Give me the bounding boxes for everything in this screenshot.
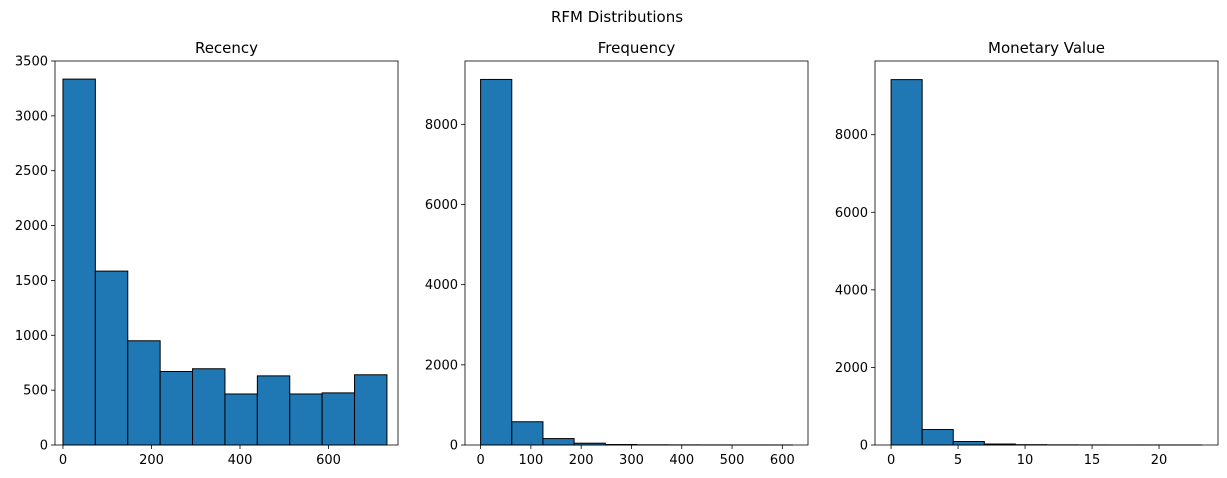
monetary-value-x-tick-label: 0 bbox=[887, 453, 895, 468]
frequency-bar bbox=[480, 78, 513, 446]
frequency-axes-frame bbox=[464, 60, 809, 446]
recency-y-tick-label: 3000 bbox=[15, 109, 48, 124]
recency-x-tick-label: 200 bbox=[139, 453, 164, 468]
frequency-y-tick-label: 8000 bbox=[425, 118, 458, 133]
monetary-value-axes-frame bbox=[874, 60, 1219, 446]
frequency-y-tick-label: 6000 bbox=[425, 198, 458, 213]
frequency-x-tick-label: 300 bbox=[619, 453, 644, 468]
monetary-value-x-tick-label: 10 bbox=[1017, 453, 1034, 468]
recency-y-tick-label: 1000 bbox=[15, 329, 48, 344]
recency-y-tick-label: 1500 bbox=[15, 274, 48, 289]
recency-bar bbox=[94, 270, 129, 446]
recency-bar bbox=[192, 368, 226, 446]
frequency-y-tick-label: 2000 bbox=[425, 358, 458, 373]
monetary-value-bar bbox=[890, 79, 923, 446]
frequency-x-tick-label: 400 bbox=[669, 453, 694, 468]
monetary-value-bar bbox=[952, 441, 985, 446]
monetary-value-y-tick-label: 8000 bbox=[835, 128, 868, 143]
recency-y-tick-label: 2500 bbox=[15, 164, 48, 179]
recency-bar bbox=[224, 393, 258, 446]
monetary-value-y-tick-label: 2000 bbox=[835, 361, 868, 376]
recency-bar bbox=[159, 370, 194, 446]
recency-x-tick-label: 600 bbox=[316, 453, 341, 468]
recency-panel: Recency 0 200 400 600 0 500 1000 1500 2000 2500 300… bbox=[15, 39, 399, 468]
recency-bar bbox=[354, 374, 388, 446]
frequency-x-tick-label: 600 bbox=[770, 453, 795, 468]
frequency-x-tick-label: 200 bbox=[569, 453, 594, 468]
figure-title: RFM Distributions bbox=[551, 8, 683, 26]
frequency-x-tick-label: 0 bbox=[476, 453, 484, 468]
frequency-x-tick-label: 100 bbox=[518, 453, 543, 468]
recency-y-tick-label: 0 bbox=[40, 439, 48, 454]
monetary-value-y-tick-label: 4000 bbox=[835, 283, 868, 298]
monetary-value-x-tick-label: 15 bbox=[1084, 453, 1101, 468]
recency-bar bbox=[127, 340, 161, 446]
monetary-value-bar bbox=[921, 428, 954, 446]
frequency-x-tick-label: 500 bbox=[720, 453, 745, 468]
monetary-value-y-tick-label: 0 bbox=[860, 439, 868, 454]
recency-x-tick-label: 400 bbox=[228, 453, 253, 468]
recency-x-tick-label: 0 bbox=[59, 453, 67, 468]
monetary-value-panel: Monetary Value 0 5 10 15 20 0 2000 4000 6000 8000 bbox=[835, 39, 1219, 468]
monetary-value-y-tick-label: 6000 bbox=[835, 206, 868, 221]
recency-y-tick-label: 2000 bbox=[15, 219, 48, 234]
monetary-value-axes-title: Monetary Value bbox=[988, 39, 1105, 57]
recency-axes-title: Recency bbox=[195, 39, 258, 57]
frequency-y-tick-label: 4000 bbox=[425, 278, 458, 293]
frequency-axes-title: Frequency bbox=[598, 39, 676, 57]
monetary-value-x-tick-label: 20 bbox=[1151, 453, 1168, 468]
frequency-y-tick-label: 0 bbox=[450, 439, 458, 454]
recency-bar bbox=[289, 393, 323, 446]
recency-bar bbox=[256, 375, 291, 446]
recency-bar bbox=[321, 392, 356, 446]
recency-bar bbox=[62, 78, 96, 446]
frequency-bar bbox=[511, 421, 544, 446]
monetary-value-x-tick-label: 5 bbox=[954, 453, 962, 468]
frequency-bar bbox=[542, 438, 575, 446]
recency-y-tick-label: 3500 bbox=[15, 55, 48, 70]
recency-y-tick-label: 500 bbox=[23, 384, 48, 399]
recency-axes-frame bbox=[54, 60, 399, 446]
